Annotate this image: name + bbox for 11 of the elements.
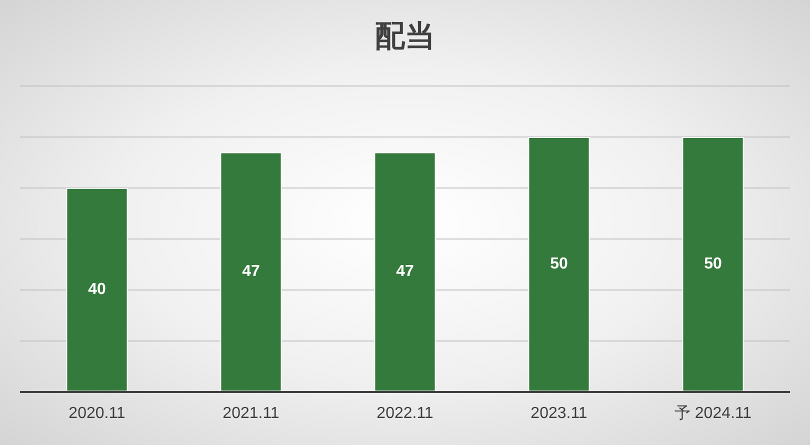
data-label: 50 [550,255,568,272]
x-tick-label: 2020.11 [68,404,126,422]
chart-title: 配当 [375,18,435,54]
x-tick-label: 2022.11 [376,404,434,422]
x-tick-label: 2021.11 [222,404,280,422]
data-label: 47 [396,262,414,280]
data-label: 47 [242,262,260,280]
data-label: 40 [88,280,106,298]
x-tick-label: 2023.11 [530,404,588,422]
data-label: 50 [704,255,722,272]
x-tick-label: 予 2024.11 [674,404,752,422]
